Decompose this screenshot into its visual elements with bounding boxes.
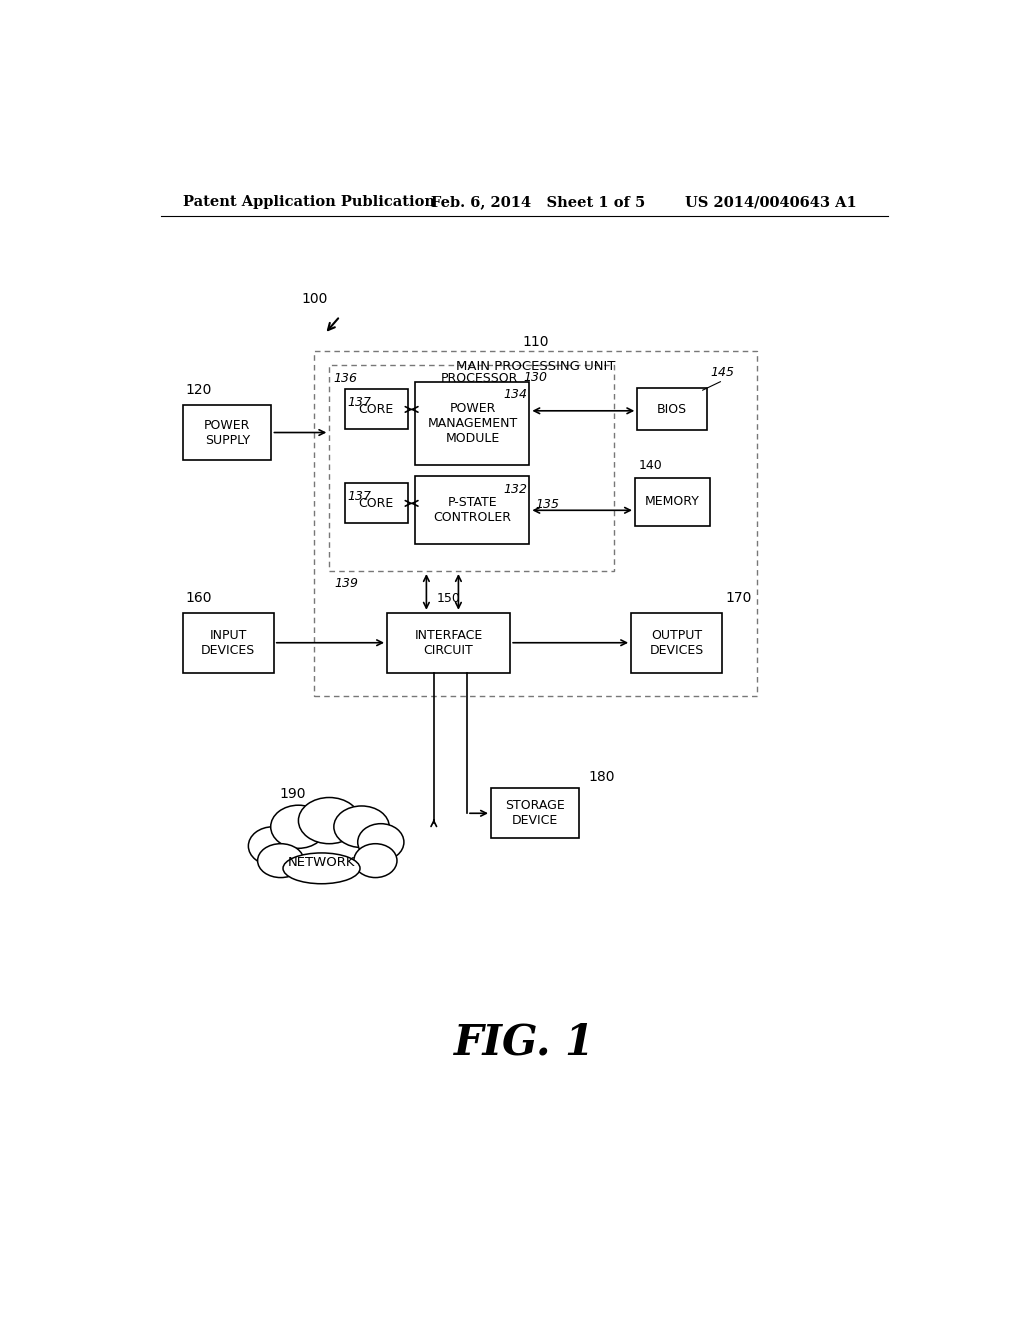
Text: OUTPUT
DEVICES: OUTPUT DEVICES	[649, 628, 703, 657]
Bar	[635, 478, 711, 525]
Ellipse shape	[283, 853, 360, 884]
Bar	[416, 381, 529, 465]
Ellipse shape	[249, 826, 298, 866]
Text: CORE: CORE	[358, 403, 394, 416]
Text: 100: 100	[301, 292, 328, 305]
Bar	[631, 612, 722, 673]
Bar	[183, 612, 273, 673]
Text: INTERFACE
CIRCUIT: INTERFACE CIRCUIT	[415, 628, 482, 657]
Bar	[387, 612, 510, 673]
Ellipse shape	[334, 807, 389, 847]
Text: 145: 145	[711, 366, 734, 379]
Ellipse shape	[298, 797, 360, 843]
Text: 139: 139	[334, 577, 358, 590]
Text: PROCESSOR: PROCESSOR	[440, 372, 518, 385]
Text: Feb. 6, 2014   Sheet 1 of 5: Feb. 6, 2014 Sheet 1 of 5	[431, 195, 645, 210]
Ellipse shape	[258, 843, 304, 878]
Bar	[330, 364, 614, 572]
Ellipse shape	[354, 843, 397, 878]
Text: 132: 132	[503, 483, 527, 495]
Text: CORE: CORE	[358, 496, 394, 510]
Text: INPUT
DEVICES: INPUT DEVICES	[202, 628, 255, 657]
Text: 190: 190	[280, 787, 306, 801]
Text: 180: 180	[589, 771, 615, 784]
Text: MAIN PROCESSING UNIT: MAIN PROCESSING UNIT	[456, 360, 615, 372]
Text: STORAGE
DEVICE: STORAGE DEVICE	[505, 800, 565, 828]
Bar	[416, 477, 529, 544]
Text: FIG. 1: FIG. 1	[455, 1022, 595, 1064]
Text: 140: 140	[639, 459, 663, 471]
Text: BIOS: BIOS	[656, 403, 687, 416]
Text: P-STATE
CONTROLER: P-STATE CONTROLER	[433, 496, 511, 524]
Bar	[490, 788, 580, 838]
Text: NETWORK: NETWORK	[288, 857, 355, 870]
Text: 136: 136	[333, 372, 357, 385]
Bar	[313, 351, 758, 696]
Text: MEMORY: MEMORY	[645, 495, 700, 508]
Bar	[345, 483, 408, 524]
Text: 137: 137	[348, 490, 372, 503]
Ellipse shape	[270, 805, 326, 849]
Text: POWER
SUPPLY: POWER SUPPLY	[204, 418, 251, 446]
Text: 120: 120	[185, 383, 212, 397]
Bar	[183, 405, 271, 461]
Text: Patent Application Publication: Patent Application Publication	[183, 195, 435, 210]
Text: 134: 134	[503, 388, 527, 401]
Text: US 2014/0040643 A1: US 2014/0040643 A1	[685, 195, 857, 210]
Text: 110: 110	[522, 335, 549, 348]
Bar	[345, 389, 408, 429]
Text: 137: 137	[348, 396, 372, 409]
Text: POWER
MANAGEMENT
MODULE: POWER MANAGEMENT MODULE	[427, 401, 517, 445]
Bar	[637, 388, 707, 430]
Text: 170: 170	[726, 591, 753, 605]
Text: 135: 135	[536, 498, 559, 511]
Text: 150: 150	[436, 591, 461, 605]
Text: 160: 160	[185, 591, 212, 605]
Text: 130: 130	[523, 371, 548, 384]
Ellipse shape	[357, 824, 403, 861]
